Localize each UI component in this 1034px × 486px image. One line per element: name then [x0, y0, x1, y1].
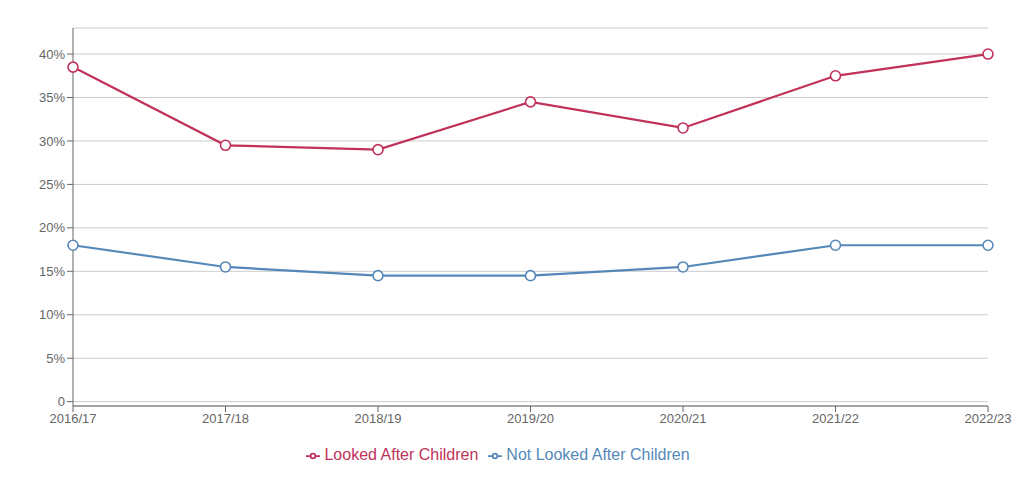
svg-text:2022/23: 2022/23: [965, 411, 1012, 426]
svg-text:2018/19: 2018/19: [355, 411, 402, 426]
svg-text:5%: 5%: [46, 351, 65, 366]
svg-text:2020/21: 2020/21: [660, 411, 707, 426]
html-text:Looked After Children: Looked After Children: [324, 446, 479, 463]
svg-text:2017/18: 2017/18: [202, 411, 249, 426]
svg-text:2019/20: 2019/20: [507, 411, 554, 426]
svg-text:30%: 30%: [39, 134, 65, 149]
svg-text:20%: 20%: [39, 220, 65, 235]
svg-text:0: 0: [58, 394, 65, 409]
svg-text:40%: 40%: [39, 47, 65, 62]
svg-text:15%: 15%: [39, 264, 65, 279]
svg-text:2016/17: 2016/17: [50, 411, 97, 426]
svg-text:2021/22: 2021/22: [812, 411, 859, 426]
svg-text:10%: 10%: [39, 307, 65, 322]
svg-text:25%: 25%: [39, 177, 65, 192]
svg-text:35%: 35%: [39, 90, 65, 105]
html-text:Not Looked After Children: Not Looked After Children: [506, 446, 690, 463]
